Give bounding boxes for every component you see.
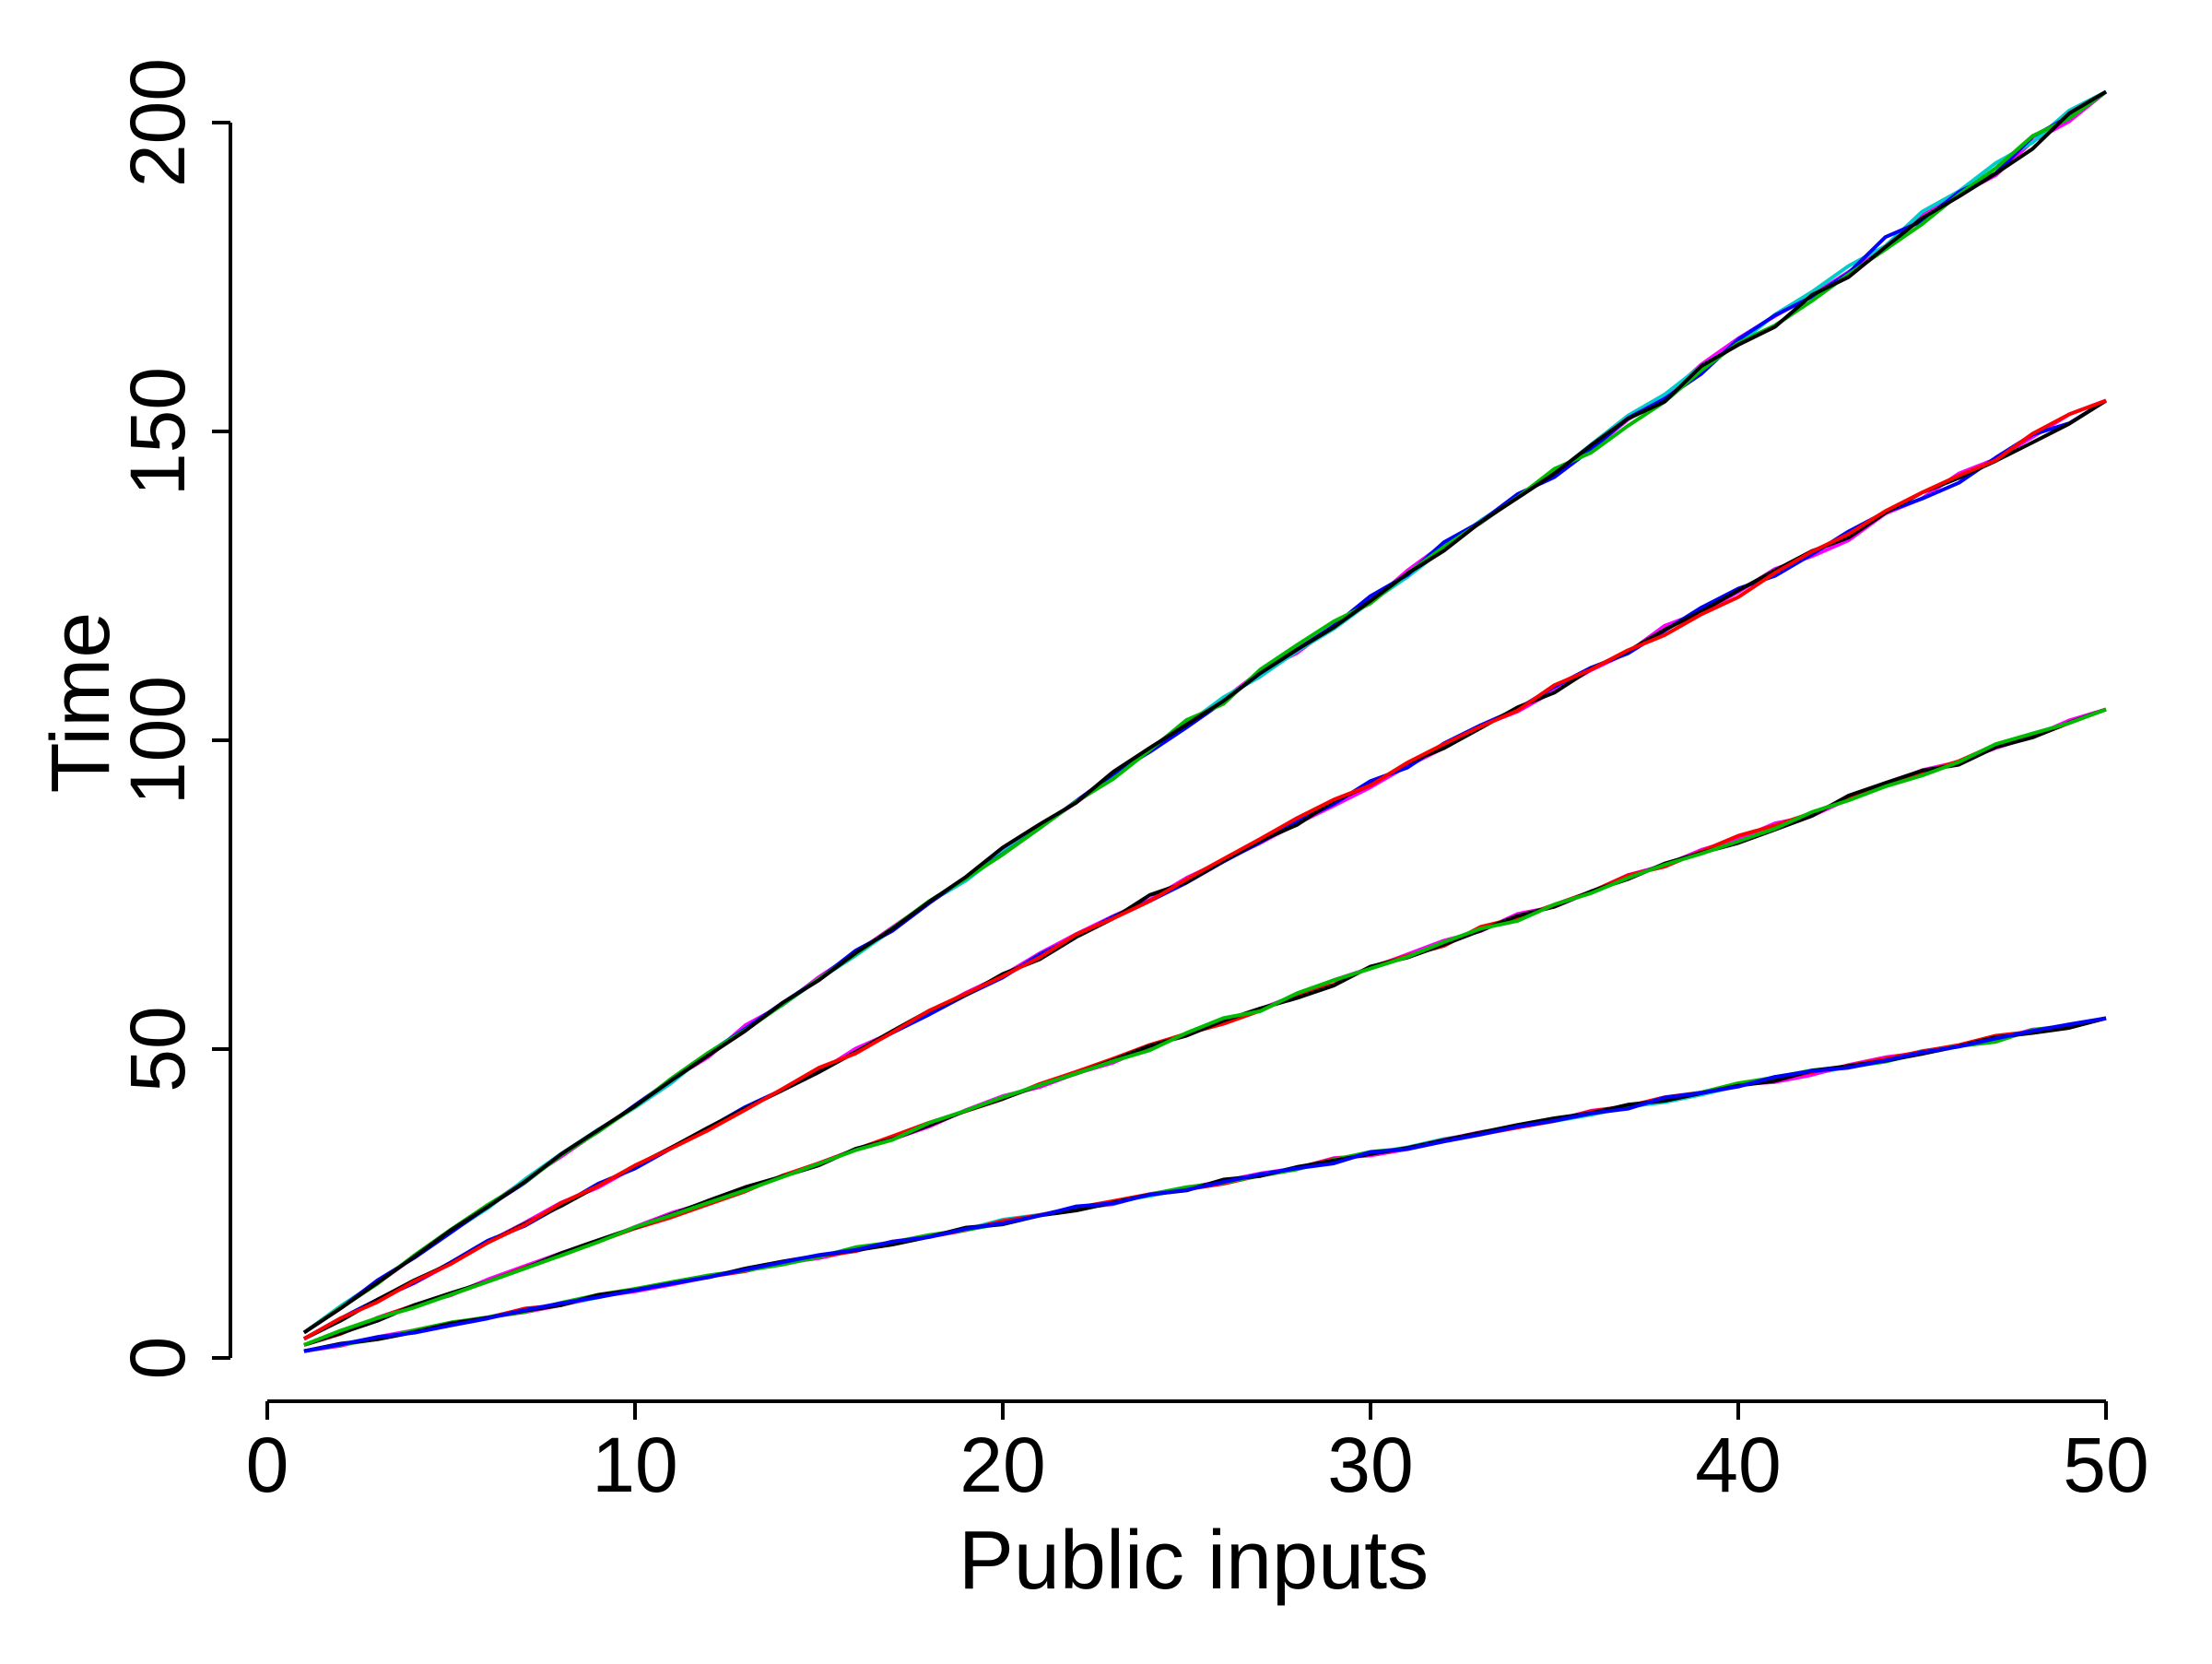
series-line xyxy=(302,398,2107,1340)
y-axis-ticks: 0 50 100 150 200 xyxy=(114,58,230,1379)
series-line xyxy=(303,707,2107,1347)
y-tick-label: 50 xyxy=(114,1006,201,1092)
series-line xyxy=(303,1016,2107,1353)
series-group-2 xyxy=(302,398,2108,1340)
axes-layer: 0 50 100 150 200 0 10 20 30 40 50 xyxy=(114,58,2149,1508)
series-line xyxy=(302,89,2108,1335)
y-axis-title: Time xyxy=(35,612,127,794)
x-tick-label: 50 xyxy=(2063,1422,2148,1508)
x-axis-ticks: 0 10 20 30 40 50 xyxy=(246,1401,2149,1508)
y-tick-label: 0 xyxy=(114,1337,201,1380)
series-layer xyxy=(302,89,2108,1353)
x-tick-label: 20 xyxy=(959,1422,1045,1508)
y-tick-label: 200 xyxy=(114,58,201,187)
series-group-1 xyxy=(302,89,2108,1335)
y-tick-label: 150 xyxy=(114,367,201,496)
x-tick-label: 40 xyxy=(1695,1422,1781,1508)
y-tick-label: 100 xyxy=(114,676,201,805)
x-axis-title: Public inputs xyxy=(959,1515,1429,1607)
x-tick-label: 0 xyxy=(246,1422,289,1508)
series-group-4 xyxy=(303,1016,2107,1353)
x-tick-label: 30 xyxy=(1327,1422,1413,1508)
x-tick-label: 10 xyxy=(592,1422,677,1508)
series-group-3 xyxy=(303,707,2107,1347)
